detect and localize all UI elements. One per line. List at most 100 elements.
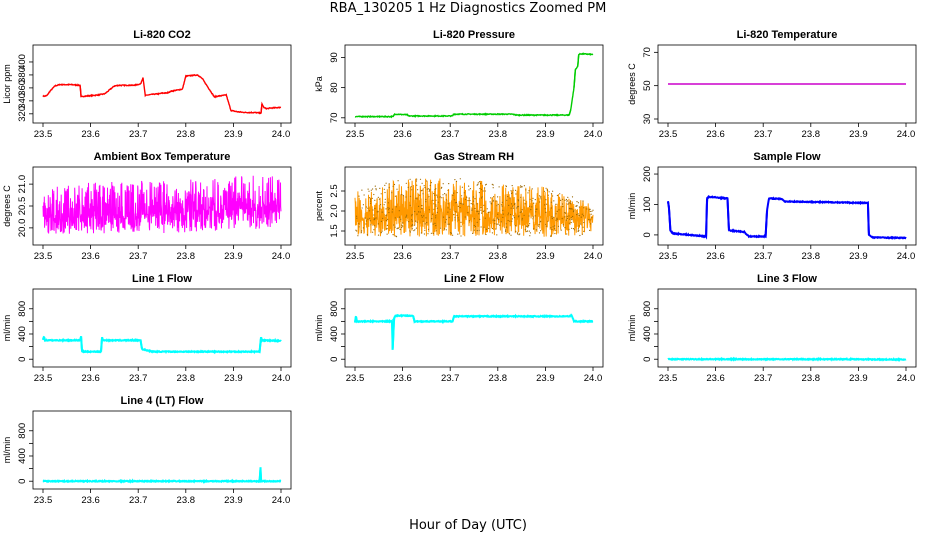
series-point <box>456 214 458 216</box>
x-tick-label: 23.6 <box>706 373 725 384</box>
series-point <box>385 208 387 210</box>
series-point <box>560 199 562 201</box>
series-point <box>484 217 486 219</box>
series-point <box>519 233 521 235</box>
x-tick-label: 23.7 <box>754 251 773 262</box>
series-step <box>139 340 143 350</box>
series-point <box>401 194 403 196</box>
series-point <box>550 201 552 203</box>
series-step <box>667 201 670 208</box>
x-tick-label: 23.5 <box>346 373 365 384</box>
series-point <box>507 214 509 216</box>
series-point <box>459 207 461 209</box>
series-point <box>480 183 482 185</box>
panel-9: Line 4 (LT) Flow ml/min 23.5 23.6 23.7 23.8 23… <box>2 395 292 506</box>
series-point <box>532 216 534 218</box>
x-tick-label: 23.6 <box>393 251 412 262</box>
series-point <box>408 221 410 223</box>
series-point <box>570 201 572 203</box>
series-point <box>445 194 447 196</box>
x-tick-label: 23.5 <box>34 373 53 384</box>
series-point <box>375 189 377 191</box>
series-point <box>485 228 487 230</box>
series-point <box>515 189 517 191</box>
series-point <box>428 196 430 198</box>
series-point <box>427 228 430 230</box>
series-point <box>435 204 437 206</box>
series-point <box>444 193 446 195</box>
series-point <box>370 198 372 200</box>
y-tick-label: 320 <box>17 106 28 122</box>
series-point <box>572 211 575 213</box>
series-point <box>392 234 394 236</box>
series-point <box>580 223 582 225</box>
panel-8: Line 3 Flow ml/min 23.5 23.6 23.7 23.8 23.9 24.… <box>627 273 917 384</box>
series-point <box>406 214 408 216</box>
series-step <box>80 336 84 352</box>
series-point <box>417 211 420 213</box>
series-point <box>422 220 424 222</box>
series-point <box>409 178 411 180</box>
series-point <box>385 182 387 184</box>
x-tick-label: 24.0 <box>584 251 603 262</box>
x-tick-label: 23.5 <box>659 251 678 262</box>
series-point <box>436 196 438 198</box>
series-point <box>416 198 418 200</box>
y-tick-label: 0 <box>642 232 653 237</box>
series-point <box>374 217 376 219</box>
series-point <box>433 203 435 205</box>
series-point <box>377 223 379 225</box>
x-tick-label: 23.6 <box>81 495 100 506</box>
plot-frame <box>657 166 917 246</box>
series-point <box>529 232 532 234</box>
series-point <box>436 207 438 209</box>
series-point <box>555 213 557 215</box>
series-point <box>430 232 432 234</box>
series-point <box>479 187 481 190</box>
series-step <box>667 207 672 231</box>
series-point <box>387 207 389 209</box>
series-point <box>370 189 372 191</box>
series-point <box>464 216 466 218</box>
series-point <box>528 230 530 232</box>
series-point <box>375 188 377 190</box>
series-point <box>502 216 504 218</box>
series-point <box>425 201 427 203</box>
series-point <box>478 211 480 213</box>
series-point <box>473 224 475 227</box>
series-point <box>540 230 542 232</box>
series-point <box>517 205 519 208</box>
series-point <box>550 235 552 237</box>
series-point <box>355 229 357 231</box>
series-point <box>459 178 461 180</box>
y-axis-label: ml/min <box>627 193 637 220</box>
series-point <box>426 221 428 224</box>
series-point <box>435 225 437 227</box>
series-point <box>511 218 513 220</box>
series-point <box>497 203 499 205</box>
y-tick-label: 1.5 <box>329 224 340 237</box>
y-tick-label: 800 <box>17 423 28 439</box>
series-point <box>373 193 375 196</box>
series-point <box>372 231 374 233</box>
series-point <box>508 204 510 206</box>
plot-frame <box>657 288 917 368</box>
series-point <box>472 203 474 205</box>
series-point <box>435 215 437 217</box>
series-point <box>416 213 418 215</box>
series-step <box>79 85 82 98</box>
series-point <box>361 230 363 232</box>
series-point <box>365 206 367 208</box>
series-line <box>667 194 907 240</box>
series-point <box>567 203 569 205</box>
series-point <box>472 196 474 198</box>
series-point <box>395 206 397 208</box>
series-point <box>481 196 483 198</box>
series-point <box>572 228 575 230</box>
series-point <box>416 184 418 186</box>
series-point <box>495 200 497 202</box>
panel-5: Sample Flow ml/min 23.5 23.6 23.7 23.8 23.9 24.… <box>627 151 917 262</box>
y-tick-label: 21.0 <box>17 175 28 194</box>
series-point <box>570 221 572 224</box>
series-point <box>583 230 585 232</box>
